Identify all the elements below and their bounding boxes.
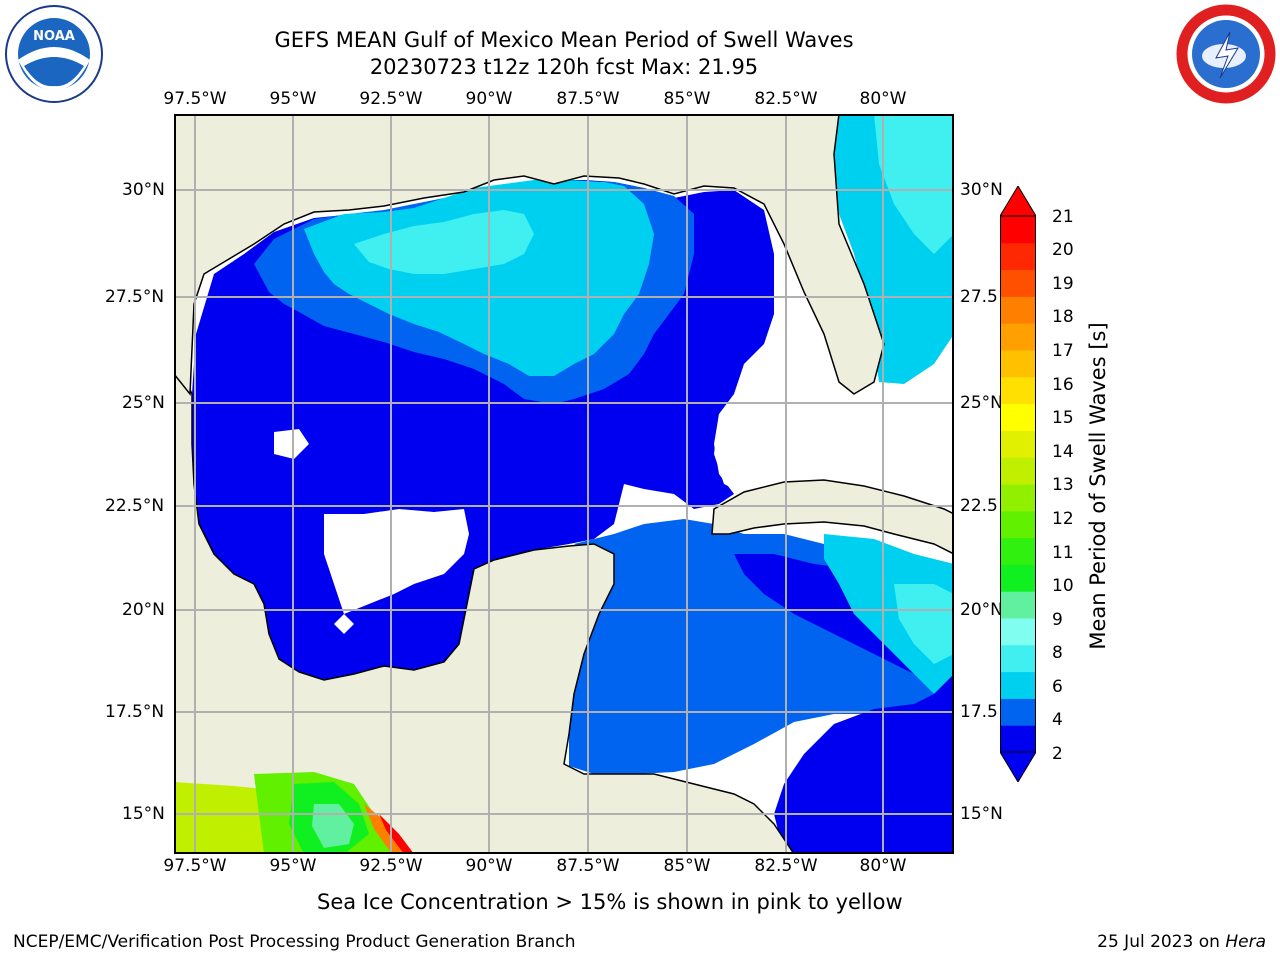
chart-title: GEFS MEAN Gulf of Mexico Mean Period of … xyxy=(274,28,854,52)
colorbar-segment xyxy=(1000,537,1036,565)
colorbar-segment xyxy=(1000,269,1036,297)
lon-label-bottom: 92.5°W xyxy=(359,856,423,876)
colorbar-tick: 15 xyxy=(1052,408,1074,428)
colorbar-tick: 17 xyxy=(1052,341,1074,361)
lon-label-bottom: 95°W xyxy=(269,856,317,876)
lat-label-right: 20°N xyxy=(960,600,1003,620)
colorbar-label: Mean Period of Swell Waves [s] xyxy=(1086,322,1110,650)
credit-date: 25 Jul 2023 on Hera xyxy=(1097,932,1266,952)
lat-label-right: 17.5 xyxy=(960,702,998,722)
lon-label-bottom: 85°W xyxy=(663,856,711,876)
colorbar-tick: 12 xyxy=(1052,509,1074,529)
colorbar-tick: 16 xyxy=(1052,375,1074,395)
colorbar-max-arrow xyxy=(1000,186,1036,217)
colorbar-segment xyxy=(1000,403,1036,431)
lat-label-right: 30°N xyxy=(960,180,1003,200)
colorbar-tick: 10 xyxy=(1052,576,1074,596)
lat-label-left: 20°N xyxy=(122,600,165,620)
colorbar-segment xyxy=(1000,484,1036,512)
map-border xyxy=(174,114,954,854)
colorbar-segment xyxy=(1000,457,1036,485)
lon-label-top: 90°W xyxy=(465,89,513,109)
lat-label-left: 17.5°N xyxy=(105,702,165,722)
lat-label-right: 22.5 xyxy=(960,496,998,516)
colorbar-tick: 21 xyxy=(1052,207,1074,227)
credit-date-text: 25 Jul 2023 on xyxy=(1097,932,1226,952)
lat-label-left: 22.5°N xyxy=(105,496,165,516)
swell-period-map xyxy=(174,114,954,854)
no-data-patch xyxy=(334,614,354,634)
lon-label-bottom: 90°W xyxy=(465,856,513,876)
chart-subtitle: 20230723 t12z 120h fcst Max: 21.95 xyxy=(369,55,759,79)
no-data-patch xyxy=(414,514,464,554)
lon-label-bottom: 82.5°W xyxy=(754,856,818,876)
svg-text:NOAA: NOAA xyxy=(33,29,75,44)
swell-6-8s-caribbean xyxy=(824,534,954,694)
sea-ice-patch xyxy=(379,814,414,854)
lon-label-bottom: 87.5°W xyxy=(556,856,620,876)
no-data-patch xyxy=(714,404,954,499)
swell-8-9s-atlantic xyxy=(874,114,954,254)
cuba-land xyxy=(711,479,954,555)
colorbar-segment xyxy=(1000,510,1036,539)
colorbar-tick: 2 xyxy=(1052,744,1063,764)
colorbar-segment xyxy=(1000,591,1036,619)
colorbar-segment xyxy=(1000,350,1036,378)
colorbar-segment xyxy=(1000,323,1036,351)
lon-label-bottom: 97.5°W xyxy=(163,856,227,876)
colorbar-tick: 9 xyxy=(1052,610,1063,630)
mexico-land xyxy=(174,353,795,854)
lon-label-bottom: 80°W xyxy=(859,856,907,876)
lon-label-top: 92.5°W xyxy=(359,89,423,109)
colorbar-min-arrow xyxy=(1000,751,1036,782)
colorbar-segment xyxy=(1000,671,1036,699)
colorbar-tick: 14 xyxy=(1052,442,1074,462)
lat-label-right: 25°N xyxy=(960,393,1003,413)
lat-label-left: 25°N xyxy=(122,393,165,413)
lat-label-right: 27.5 xyxy=(960,287,998,307)
colorbar-segment xyxy=(1000,698,1036,726)
lat-label-left: 30°N xyxy=(122,180,165,200)
lon-label-top: 95°W xyxy=(269,89,317,109)
colorbar-segment xyxy=(1000,725,1036,753)
colorbar-tick: 4 xyxy=(1052,710,1063,730)
credit-host: Hera xyxy=(1225,932,1266,952)
swell-8-9s-caribbean xyxy=(894,584,954,664)
colorbar-segment xyxy=(1000,430,1036,458)
colorbar-segment xyxy=(1000,618,1036,646)
colorbar-segment xyxy=(1000,564,1036,592)
lon-label-top: 80°W xyxy=(859,89,907,109)
lon-label-top: 87.5°W xyxy=(556,89,620,109)
colorbar xyxy=(1000,186,1036,782)
sea-ice-patch xyxy=(174,782,284,854)
lon-label-top: 82.5°W xyxy=(754,89,818,109)
colorbar-segment xyxy=(1000,644,1036,673)
colorbar-segment xyxy=(1000,216,1036,244)
credit-branch: NCEP/EMC/Verification Post Processing Pr… xyxy=(13,932,576,952)
colorbar-tick: 18 xyxy=(1052,307,1074,327)
lat-label-left: 27.5°N xyxy=(105,287,165,307)
no-data-patch xyxy=(274,429,309,459)
noaa-logo: NOAA xyxy=(5,5,103,103)
colorbar-tick: 20 xyxy=(1052,240,1074,260)
colorbar-border xyxy=(1000,215,1036,753)
grid-lines xyxy=(174,114,954,854)
colorbar-segment xyxy=(1000,376,1036,405)
colorbar-tick: 19 xyxy=(1052,274,1074,294)
colorbar-tick: 11 xyxy=(1052,543,1074,563)
colorbar-segment xyxy=(1000,242,1036,271)
colorbar-tick: 8 xyxy=(1052,643,1063,663)
lon-label-top: 97.5°W xyxy=(163,89,227,109)
lat-label-right: 15°N xyxy=(960,804,1003,824)
nws-logo xyxy=(1176,4,1276,104)
sea-ice-footnote: Sea Ice Concentration > 15% is shown in … xyxy=(317,890,903,914)
colorbar-segment xyxy=(1000,296,1036,324)
colorbar-tick: 13 xyxy=(1052,475,1074,495)
lat-label-left: 15°N xyxy=(122,804,165,824)
lon-label-top: 85°W xyxy=(663,89,711,109)
colorbar-tick: 6 xyxy=(1052,677,1063,697)
